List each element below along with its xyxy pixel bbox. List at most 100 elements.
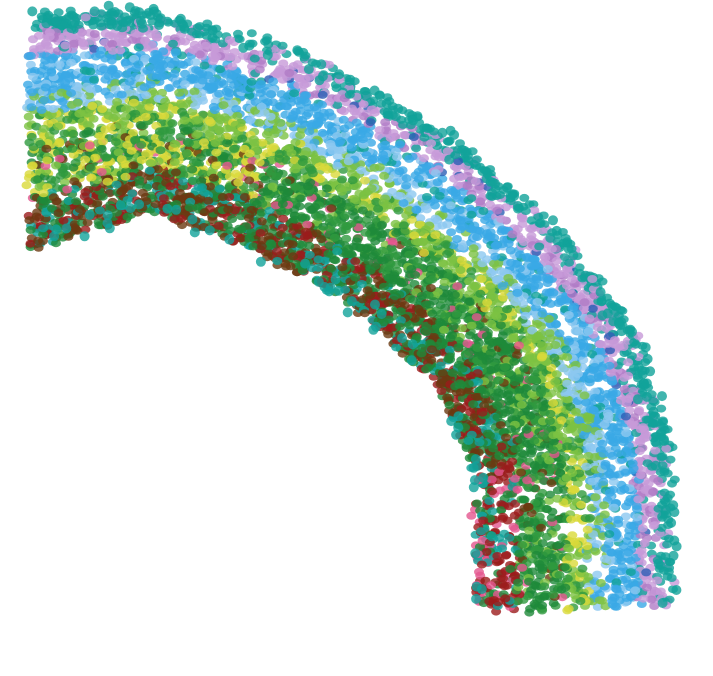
- cell-dot: [576, 500, 587, 509]
- cell-dot: [254, 118, 265, 127]
- cell-dot: [466, 511, 477, 520]
- cell-dot: [419, 154, 429, 163]
- cell-dot: [655, 587, 666, 596]
- cell-dot: [59, 129, 70, 138]
- cell-dot: [313, 212, 324, 221]
- cell-dot: [545, 490, 556, 499]
- cell-dot: [127, 129, 138, 137]
- cell-dot: [536, 226, 547, 235]
- cell-dot: [425, 146, 436, 155]
- cell-dot: [312, 111, 323, 120]
- cell-dot: [267, 98, 278, 107]
- cell-dot: [446, 228, 457, 237]
- cell-dot: [183, 58, 194, 67]
- cell-dot: [80, 188, 91, 196]
- cell-dot: [620, 512, 631, 521]
- cell-dot: [31, 122, 42, 131]
- cell-dot: [193, 129, 203, 138]
- cell-dot: [662, 540, 673, 549]
- cell-dot: [466, 194, 477, 203]
- cell-dot: [33, 243, 44, 252]
- cell-dot: [231, 105, 242, 113]
- cell-dot: [399, 131, 410, 139]
- cell-dot: [377, 220, 387, 229]
- cell-dot: [257, 138, 268, 147]
- cell-dot: [548, 599, 559, 608]
- cell-dot: [537, 488, 548, 497]
- cell-dot: [522, 592, 533, 601]
- cell-dot: [189, 87, 200, 96]
- cell-dot: [180, 37, 191, 46]
- cell-dot: [196, 88, 207, 97]
- cell-dot: [317, 128, 328, 137]
- cell-dot: [537, 539, 548, 548]
- cell-dot: [278, 59, 289, 68]
- cell-dot: [487, 487, 497, 496]
- cell-dot: [332, 152, 343, 161]
- cell-dot: [596, 347, 607, 356]
- cell-dot: [411, 144, 422, 153]
- cell-dot: [552, 486, 563, 495]
- cell-dot: [432, 178, 443, 187]
- cell-dot: [592, 540, 603, 549]
- cell-dot: [220, 46, 231, 55]
- cell-dot: [592, 602, 603, 611]
- cell-dot: [175, 60, 186, 69]
- cell-dot: [526, 216, 537, 225]
- cell-dot: [502, 305, 512, 314]
- cell-dot: [545, 299, 556, 308]
- cell-dot: [229, 144, 240, 153]
- cell-dot: [501, 550, 512, 559]
- cell-dot: [341, 234, 352, 243]
- cell-dot: [26, 132, 37, 141]
- cell-dot: [339, 107, 349, 116]
- cell-dot: [121, 70, 132, 79]
- cell-dot: [255, 210, 265, 219]
- cell-dot: [233, 178, 244, 187]
- cell-dot: [632, 505, 642, 514]
- cell-dot: [621, 593, 632, 602]
- cell-dot: [554, 329, 565, 338]
- cell-dot: [544, 496, 554, 505]
- cell-dot: [80, 13, 91, 22]
- cell-dot: [442, 393, 453, 402]
- cell-dot: [222, 221, 233, 230]
- cell-dot: [415, 214, 426, 223]
- cell-dot: [665, 455, 676, 464]
- cell-dot: [177, 221, 187, 230]
- cell-dot: [383, 330, 394, 339]
- cell-dot: [545, 409, 556, 418]
- cell-dot: [356, 166, 367, 175]
- cell-dot: [170, 151, 180, 160]
- cell-dot: [522, 282, 533, 291]
- cell-dot: [332, 101, 343, 109]
- cell-dot: [23, 80, 33, 89]
- cell-dot: [440, 303, 451, 312]
- cell-dot: [412, 257, 423, 266]
- cell-dot: [79, 51, 90, 60]
- cell-dot: [569, 346, 580, 354]
- cell-dot: [404, 154, 415, 163]
- cell-dot: [346, 143, 357, 152]
- cell-dot: [317, 100, 327, 109]
- cell-dot: [444, 401, 455, 410]
- cell-dot: [656, 453, 667, 462]
- cell-dot: [58, 216, 69, 225]
- cell-dot: [23, 112, 34, 121]
- cell-dot: [344, 77, 355, 86]
- cell-dot: [497, 293, 508, 302]
- cell-dot: [478, 207, 489, 215]
- cell-dot: [529, 206, 540, 215]
- cell-dot: [304, 72, 315, 81]
- cell-dot: [650, 446, 661, 455]
- cell-dot: [348, 242, 359, 251]
- cell-dot: [667, 479, 677, 488]
- cell-dot: [324, 60, 335, 69]
- cell-dot: [59, 178, 70, 187]
- cell-dot: [120, 105, 131, 114]
- cell-dot: [194, 30, 205, 39]
- cell-dot: [486, 268, 497, 277]
- cell-dot: [637, 524, 648, 533]
- cell-dot: [316, 235, 327, 244]
